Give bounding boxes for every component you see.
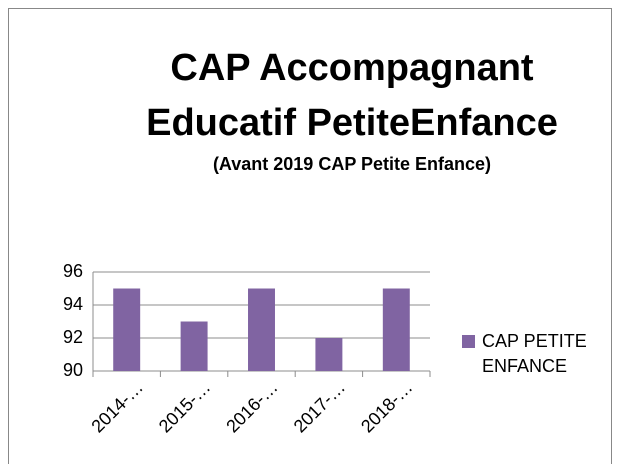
bar bbox=[315, 338, 343, 371]
x-tick-label: 2015-… bbox=[155, 377, 214, 436]
y-tick-label: 94 bbox=[63, 294, 83, 314]
chart-title: Educatif PetiteEnfance bbox=[146, 102, 558, 144]
chart-subtitle: (Avant 2019 CAP Petite Enfance) bbox=[213, 154, 491, 174]
chart-border bbox=[8, 8, 612, 464]
bar bbox=[113, 288, 141, 371]
x-tick-label: 2014-… bbox=[87, 377, 146, 436]
y-tick-label: 90 bbox=[63, 360, 83, 380]
legend-swatch bbox=[462, 335, 475, 348]
chart-title: CAP Accompagnant bbox=[170, 47, 534, 89]
x-tick-label: 2017-… bbox=[290, 377, 349, 436]
x-tick-label: 2018-… bbox=[357, 377, 416, 436]
bar bbox=[382, 288, 410, 371]
bar bbox=[248, 288, 275, 371]
bar bbox=[180, 321, 208, 371]
x-tick-label: 2016-… bbox=[222, 377, 281, 436]
y-tick-label: 96 bbox=[63, 261, 83, 281]
legend-label: CAP PETITE ENFANCE bbox=[482, 331, 587, 376]
y-tick-label: 92 bbox=[63, 327, 83, 347]
